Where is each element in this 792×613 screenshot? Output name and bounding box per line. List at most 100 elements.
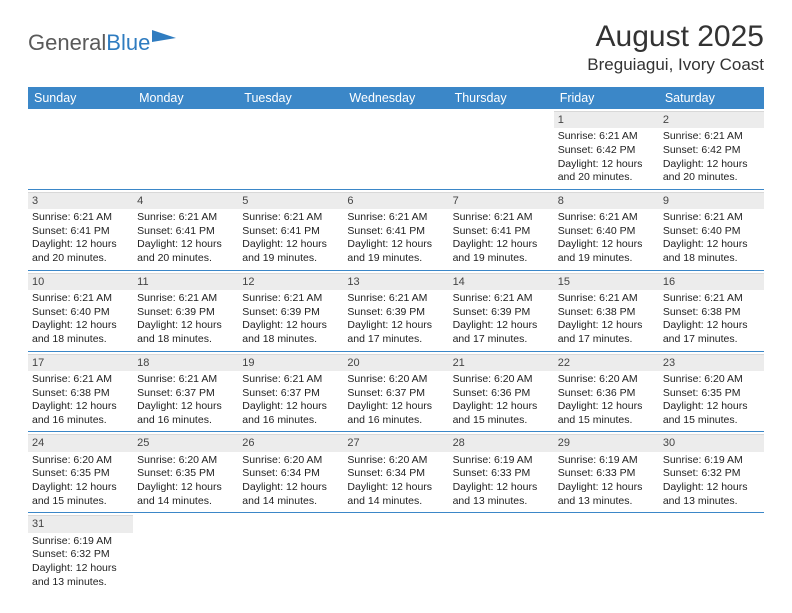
calendar-cell: 27Sunrise: 6:20 AMSunset: 6:34 PMDayligh… [343,432,448,513]
day-number: 7 [449,192,554,209]
detail-line: Sunset: 6:39 PM [453,306,550,320]
detail-line: Daylight: 12 hours [558,238,655,252]
day-header: Wednesday [343,87,448,109]
detail-line: Daylight: 12 hours [663,158,760,172]
day-details: Sunrise: 6:21 AMSunset: 6:41 PMDaylight:… [242,211,339,266]
day-details: Sunrise: 6:21 AMSunset: 6:41 PMDaylight:… [347,211,444,266]
day-header-row: Sunday Monday Tuesday Wednesday Thursday… [28,87,764,109]
calendar-cell: 12Sunrise: 6:21 AMSunset: 6:39 PMDayligh… [238,270,343,351]
detail-line: Sunset: 6:40 PM [558,225,655,239]
calendar-cell: 4Sunrise: 6:21 AMSunset: 6:41 PMDaylight… [133,189,238,270]
day-details: Sunrise: 6:21 AMSunset: 6:40 PMDaylight:… [663,211,760,266]
detail-line: Daylight: 12 hours [242,481,339,495]
detail-line: Sunrise: 6:21 AM [242,211,339,225]
detail-line: Sunrise: 6:21 AM [242,292,339,306]
calendar-cell: 22Sunrise: 6:20 AMSunset: 6:36 PMDayligh… [554,351,659,432]
detail-line: Daylight: 12 hours [453,400,550,414]
day-number: 15 [554,273,659,290]
detail-line: and 20 minutes. [663,171,760,185]
calendar-cell: 21 Sunrise: 6:20 AMSunset: 6:36 PMDayligh… [449,351,554,432]
day-number: 30 [659,434,764,451]
detail-line: Sunrise: 6:21 AM [663,130,760,144]
day-number: 17 [28,354,133,371]
calendar-cell: 19Sunrise: 6:21 AMSunset: 6:37 PMDayligh… [238,351,343,432]
calendar-table: Sunday Monday Tuesday Wednesday Thursday… [28,87,764,593]
day-number: 21 [449,354,554,371]
day-number: 13 [343,273,448,290]
detail-line: Daylight: 12 hours [558,481,655,495]
detail-line: Daylight: 12 hours [32,562,129,576]
calendar-cell: 2 Sunrise: 6:21 AMSunset: 6:42 PMDaylight… [659,109,764,189]
detail-line: Sunrise: 6:20 AM [347,454,444,468]
day-details: Sunrise: 6:21 AMSunset: 6:39 PMDaylight:… [137,292,234,347]
detail-line: Daylight: 12 hours [137,481,234,495]
detail-line: Sunset: 6:41 PM [137,225,234,239]
day-details: Sunrise: 6:20 AMSunset: 6:37 PMDaylight:… [347,373,444,428]
detail-line: Daylight: 12 hours [453,319,550,333]
detail-line: Daylight: 12 hours [242,400,339,414]
detail-line: Sunset: 6:42 PM [663,144,760,158]
logo-text-1: General [28,30,106,56]
detail-line: and 18 minutes. [242,333,339,347]
day-details: Sunrise: 6:20 AMSunset: 6:36 PMDaylight:… [453,373,550,428]
detail-line: Sunset: 6:34 PM [242,467,339,481]
detail-line: Sunset: 6:41 PM [32,225,129,239]
day-details: Sunrise: 6:19 AMSunset: 6:32 PMDaylight:… [32,535,129,590]
detail-line: Daylight: 12 hours [32,238,129,252]
day-details: Sunrise: 6:21 AMSunset: 6:37 PMDaylight:… [137,373,234,428]
detail-line: and 20 minutes. [32,252,129,266]
day-details: Sunrise: 6:21 AMSunset: 6:38 PMDaylight:… [558,292,655,347]
calendar-row: 10Sunrise: 6:21 AMSunset: 6:40 PMDayligh… [28,270,764,351]
detail-line: Daylight: 12 hours [32,481,129,495]
calendar-cell: 10Sunrise: 6:21 AMSunset: 6:40 PMDayligh… [28,270,133,351]
day-number: 25 [133,434,238,451]
month-title: August 2025 [587,20,764,53]
detail-line: Sunrise: 6:19 AM [453,454,550,468]
day-number: 24 [28,434,133,451]
day-number: 31 [28,515,133,532]
detail-line: Sunset: 6:37 PM [347,387,444,401]
calendar-cell: 14Sunrise: 6:21 AMSunset: 6:39 PMDayligh… [449,270,554,351]
calendar-cell: 24Sunrise: 6:20 AMSunset: 6:35 PMDayligh… [28,432,133,513]
day-number: 2 [659,111,764,128]
day-header: Saturday [659,87,764,109]
detail-line: and 20 minutes. [137,252,234,266]
calendar-cell: 1Sunrise: 6:21 AMSunset: 6:42 PMDaylight… [554,109,659,189]
detail-line: Sunrise: 6:21 AM [663,292,760,306]
calendar-cell: 28Sunrise: 6:19 AMSunset: 6:33 PMDayligh… [449,432,554,513]
detail-line: Sunset: 6:41 PM [453,225,550,239]
calendar-cell [238,513,343,593]
day-details: Sunrise: 6:21 AMSunset: 6:39 PMDaylight:… [347,292,444,347]
day-number: 29 [554,434,659,451]
calendar-row: 17Sunrise: 6:21 AMSunset: 6:38 PMDayligh… [28,351,764,432]
detail-line: Daylight: 12 hours [32,319,129,333]
calendar-cell [554,513,659,593]
calendar-cell: 8Sunrise: 6:21 AMSunset: 6:40 PMDaylight… [554,189,659,270]
calendar-cell [659,513,764,593]
day-details: Sunrise: 6:21 AMSunset: 6:41 PMDaylight:… [137,211,234,266]
detail-line: Sunset: 6:38 PM [663,306,760,320]
detail-line: Sunrise: 6:21 AM [558,292,655,306]
day-details: Sunrise: 6:20 AMSunset: 6:35 PMDaylight:… [663,373,760,428]
day-number: 16 [659,273,764,290]
detail-line: Daylight: 12 hours [558,400,655,414]
calendar-cell: 31 Sunrise: 6:19 AMSunset: 6:32 PMDayligh… [28,513,133,593]
detail-line: Sunset: 6:33 PM [453,467,550,481]
calendar-row: 24Sunrise: 6:20 AMSunset: 6:35 PMDayligh… [28,432,764,513]
detail-line: Sunset: 6:32 PM [663,467,760,481]
detail-line: Sunset: 6:41 PM [347,225,444,239]
calendar-cell: 13 Sunrise: 6:21 AMSunset: 6:39 PMDayligh… [343,270,448,351]
day-details: Sunrise: 6:21 AMSunset: 6:39 PMDaylight:… [242,292,339,347]
detail-line: Daylight: 12 hours [663,400,760,414]
detail-line: Sunset: 6:39 PM [242,306,339,320]
detail-line: and 19 minutes. [347,252,444,266]
detail-line: Sunrise: 6:21 AM [32,373,129,387]
calendar-cell [238,109,343,189]
detail-line: and 15 minutes. [558,414,655,428]
detail-line: Sunset: 6:41 PM [242,225,339,239]
detail-line: Daylight: 12 hours [663,319,760,333]
day-header: Sunday [28,87,133,109]
day-number: 9 [659,192,764,209]
detail-line: Sunrise: 6:20 AM [242,454,339,468]
detail-line: and 18 minutes. [32,333,129,347]
